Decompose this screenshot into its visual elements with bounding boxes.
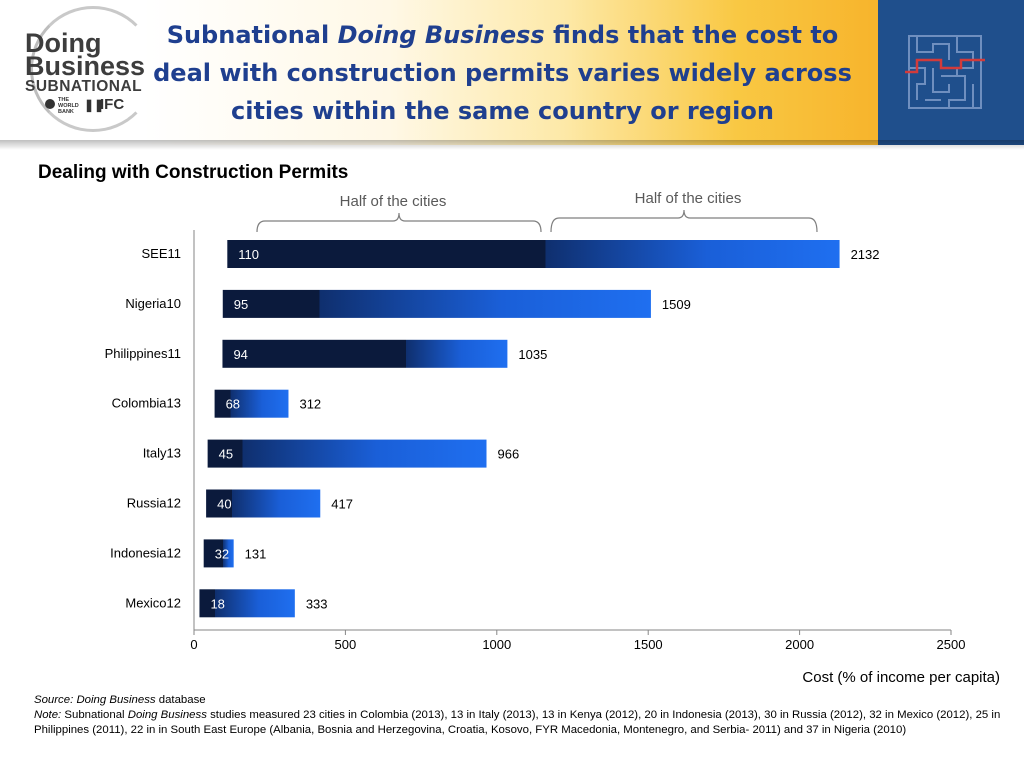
- source-text: database: [158, 694, 206, 706]
- header-banner: Doing Business SUBNATIONAL THE WORLD BAN…: [0, 0, 1024, 145]
- min-value-label: 45: [219, 447, 233, 462]
- source-label: Source:: [34, 694, 74, 706]
- x-tick-label: 2500: [937, 637, 966, 652]
- max-value-label: 333: [306, 596, 328, 611]
- brace-right: [550, 209, 818, 233]
- note-prefix: Subnational: [64, 709, 125, 721]
- title-part-2: finds that the cost to deal with constru…: [153, 21, 852, 125]
- logo-ifc: IFC: [100, 96, 125, 113]
- chart-title: Dealing with Construction Permits: [38, 162, 349, 183]
- max-value-label: 1035: [518, 347, 547, 362]
- note-italic: Doing Business: [127, 709, 207, 721]
- range-bar: [206, 489, 321, 518]
- logo-text-doing: Doing: [25, 28, 102, 58]
- range-bar: [222, 339, 508, 368]
- max-value-label: 966: [498, 447, 520, 462]
- x-axis-title: Cost (% of income per capita): [802, 669, 1000, 686]
- ifc-icon: ❚❚: [84, 98, 105, 112]
- range-bar: [199, 589, 295, 618]
- note-label: Note:: [34, 709, 62, 721]
- title-part-1: Subnational: [166, 21, 330, 49]
- category-label: Indonesia12: [110, 545, 181, 560]
- title-italic: Doing Business: [337, 21, 545, 49]
- range-bar: [222, 289, 651, 318]
- category-label: Colombia13: [112, 396, 181, 411]
- brace-left: [256, 212, 542, 233]
- x-tick-label: 0: [190, 637, 197, 652]
- range-bar: [227, 240, 840, 268]
- max-value-label: 417: [331, 497, 353, 512]
- brace-group: [256, 209, 818, 233]
- header-shadow: [0, 140, 1024, 150]
- min-value-label: 95: [234, 297, 248, 312]
- source-italic: Doing Business: [76, 694, 156, 706]
- brace-label-left: Half of the cities: [339, 193, 447, 210]
- page-title: Subnational Doing Business finds that th…: [150, 16, 855, 130]
- max-value-label: 2132: [851, 247, 880, 262]
- bars: SEE11 110 2132 Nigeria10 95 1509 Philippines11…: [105, 240, 880, 618]
- world-bank-icon: [45, 99, 55, 109]
- range-bar: [207, 439, 487, 468]
- note-line: Note: Subnational Doing Business studies…: [34, 708, 1009, 738]
- max-value-label: 1509: [662, 297, 691, 312]
- category-label: Nigeria10: [125, 296, 181, 311]
- min-value-label: 110: [238, 247, 259, 262]
- logo-text-subnational: SUBNATIONAL: [25, 78, 143, 95]
- logo-ring: [30, 6, 156, 132]
- note-text: studies measured 23 cities in Colombia (…: [34, 709, 1001, 736]
- category-label: Russia12: [127, 496, 181, 511]
- logo-text-business: Business: [25, 51, 146, 81]
- category-label: Mexico12: [125, 595, 181, 610]
- source-note: Source: Doing Business database Note: Su…: [34, 693, 1009, 738]
- x-tick-label: 2000: [785, 637, 814, 652]
- max-value-label: 312: [299, 397, 321, 412]
- x-tick-label: 1500: [634, 637, 663, 652]
- logo-world-bank: THE WORLD BANK: [58, 97, 79, 115]
- range-bar: [214, 389, 289, 418]
- min-value-label: 32: [215, 546, 229, 561]
- category-label: Italy13: [143, 446, 181, 461]
- min-value-label: 94: [233, 347, 247, 362]
- min-value-label: 68: [226, 397, 240, 412]
- category-label: SEE11: [141, 246, 181, 261]
- maze-panel: [878, 0, 1024, 145]
- category-label: Philippines11: [105, 346, 181, 361]
- max-value-label: 131: [245, 546, 267, 561]
- min-value-label: 40: [217, 497, 231, 512]
- source-line: Source: Doing Business database: [34, 693, 1009, 708]
- x-tick-label: 500: [335, 637, 357, 652]
- x-axis: 0 500 1000 1500 2000 2500: [190, 230, 965, 652]
- brace-label-right: Half of the cities: [634, 190, 742, 207]
- range-bar: [203, 539, 234, 568]
- x-tick-label: 1000: [482, 637, 511, 652]
- min-value-label: 18: [210, 596, 224, 611]
- maze-icon: [905, 35, 985, 109]
